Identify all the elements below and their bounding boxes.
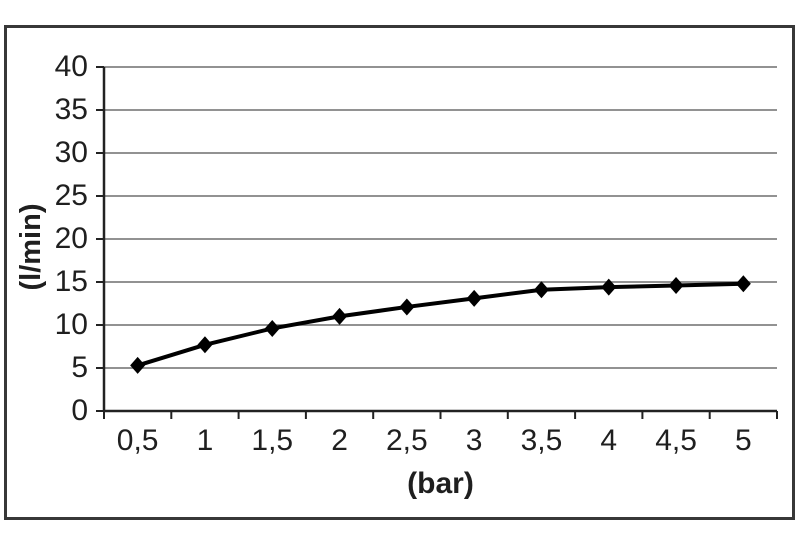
y-axis-title: (l/min): [15, 203, 47, 291]
x-axis-title: (bar): [407, 467, 474, 500]
x-axis-tick-label: 3,5: [520, 424, 563, 457]
y-axis-tick-label: 0: [71, 394, 88, 427]
data-point-marker: [264, 319, 280, 337]
x-axis-tick-label: 2,5: [385, 424, 428, 457]
x-axis-tick-label: 1,5: [251, 424, 294, 457]
y-axis-tick-label: 15: [54, 265, 88, 298]
x-axis-tick-label: 3: [465, 424, 483, 457]
x-axis-tick-label: 4: [600, 424, 618, 457]
x-axis-tick-label: 2: [331, 424, 348, 457]
x-axis-tick-label: 0,5: [116, 424, 159, 457]
chart-frame: [4, 25, 795, 520]
data-point-marker: [601, 278, 617, 296]
x-axis-tick-label: 5: [735, 424, 752, 457]
data-point-marker: [399, 298, 415, 316]
data-line: [135, 281, 746, 368]
data-point-marker: [735, 275, 751, 293]
data-point-marker: [466, 289, 482, 307]
y-axis-tick-label: 25: [54, 179, 88, 212]
data-point-marker: [332, 307, 348, 325]
data-point-marker: [668, 276, 684, 294]
y-axis-tick-label: 40: [54, 50, 88, 83]
y-axis-tick-label: 10: [54, 308, 88, 341]
x-axis-tick-label: 4,5: [655, 424, 697, 457]
y-axis-tick-label: 35: [54, 93, 88, 126]
y-axis-tick-label: 30: [54, 136, 88, 169]
x-axis-tick-label: 1: [196, 424, 214, 457]
y-axis-tick-label: 20: [54, 222, 88, 255]
data-point-marker: [533, 281, 549, 299]
y-axis-tick-label: 5: [71, 351, 88, 384]
data-point-marker: [130, 356, 146, 374]
data-point-marker: [197, 336, 213, 354]
